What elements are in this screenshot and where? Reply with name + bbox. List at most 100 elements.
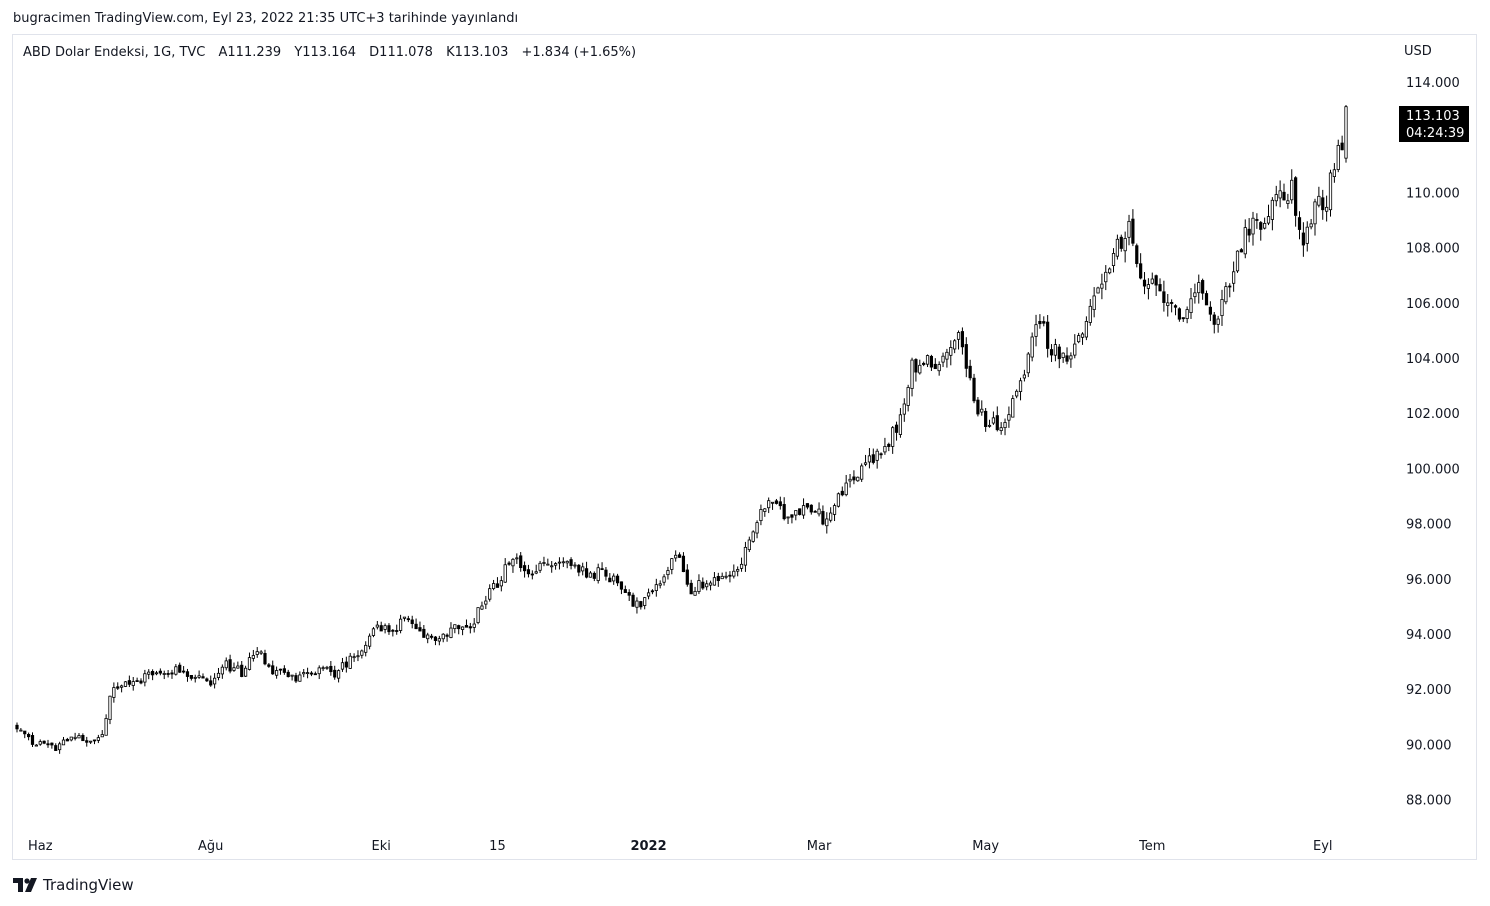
candle — [120, 684, 124, 693]
candle-body — [185, 671, 190, 677]
candle-body — [213, 677, 217, 685]
candle-body — [193, 676, 197, 679]
candle — [832, 503, 837, 522]
candle — [918, 359, 922, 375]
candle-body — [236, 665, 240, 669]
candle-body — [902, 403, 906, 415]
candle-body — [1049, 349, 1054, 356]
candle — [224, 657, 228, 671]
candle — [1077, 332, 1081, 344]
candle-body — [309, 672, 314, 675]
candle-body — [1022, 374, 1027, 379]
candle — [511, 557, 515, 573]
candle — [127, 675, 131, 688]
candle-body — [1115, 238, 1119, 257]
candle — [805, 503, 810, 510]
candle-body — [503, 564, 507, 583]
candle-body — [1150, 278, 1154, 284]
candle — [255, 647, 259, 658]
candle — [538, 560, 542, 573]
candle-body — [69, 736, 73, 741]
candle-body — [511, 558, 515, 567]
candle — [654, 578, 658, 597]
candle — [251, 649, 255, 662]
candle — [410, 615, 414, 629]
candle-body — [441, 633, 445, 640]
candle — [143, 669, 147, 687]
candle — [561, 557, 565, 567]
candle — [178, 662, 182, 673]
candle — [282, 665, 286, 675]
candle — [674, 550, 678, 562]
candle — [987, 419, 992, 428]
candle-body — [127, 680, 131, 685]
candle — [949, 340, 953, 366]
candle — [914, 358, 918, 382]
candle-body — [255, 651, 259, 655]
x-axis: Haz Ağu Eki 15 2022 Mar May Tem Eyl — [28, 839, 1333, 854]
candle-body — [298, 674, 302, 682]
candle — [325, 665, 329, 670]
candle — [1073, 334, 1077, 359]
candle — [809, 504, 813, 515]
candle-body — [1069, 355, 1073, 360]
candle-body — [1177, 308, 1181, 320]
candle — [499, 576, 503, 592]
candle-body — [557, 561, 562, 564]
candle-body — [805, 503, 810, 508]
candle — [852, 470, 856, 485]
candle — [650, 589, 655, 595]
candle — [739, 557, 744, 572]
candle-body — [50, 742, 54, 746]
candle — [406, 615, 410, 623]
candle-body — [209, 680, 213, 686]
candle — [681, 552, 686, 573]
x-tick-label: 2022 — [630, 839, 666, 854]
candle-body — [464, 624, 469, 628]
candle — [670, 557, 674, 575]
candle — [391, 629, 395, 637]
y-tick-label: 108.000 — [1406, 242, 1460, 257]
candle — [460, 626, 465, 636]
candle — [135, 677, 139, 682]
candle-body — [546, 563, 550, 566]
candle-body — [1080, 333, 1085, 338]
candle-body — [856, 476, 860, 482]
candle-body — [825, 518, 829, 527]
y-tick-label: 90.000 — [1406, 738, 1452, 753]
candle — [836, 492, 841, 508]
x-tick-label: Mar — [807, 839, 832, 854]
candle-body — [232, 667, 236, 671]
candle — [228, 654, 232, 674]
candle-body — [244, 667, 248, 677]
candle — [1146, 278, 1150, 300]
candle — [1042, 316, 1046, 327]
candle-body — [553, 563, 558, 566]
candle — [1065, 347, 1069, 365]
candle-body — [38, 741, 42, 745]
candle — [371, 627, 376, 638]
candle — [38, 739, 42, 746]
candle-body — [360, 650, 364, 656]
candle-body — [1220, 299, 1224, 317]
candle — [317, 665, 321, 680]
candle-body — [832, 505, 837, 515]
candle-body — [515, 557, 519, 560]
candle — [1084, 316, 1089, 341]
candle — [1158, 278, 1162, 292]
candle-body — [1243, 227, 1247, 255]
candle-body — [755, 522, 759, 534]
candle — [1247, 218, 1251, 243]
y-tick-label: 88.000 — [1406, 794, 1452, 809]
tradingview-footer[interactable]: TradingView — [13, 875, 134, 895]
candle-body — [840, 490, 844, 496]
candle — [232, 662, 236, 672]
candle — [569, 557, 573, 570]
candle — [1049, 344, 1054, 362]
candle — [85, 736, 89, 747]
candle — [1026, 352, 1030, 378]
candle — [534, 564, 538, 575]
candle — [352, 653, 356, 662]
candle-body — [1065, 355, 1069, 362]
